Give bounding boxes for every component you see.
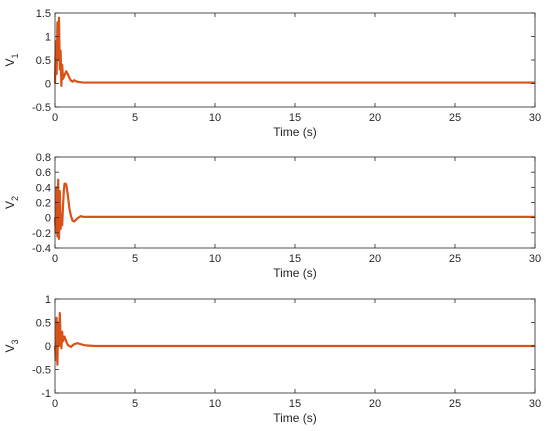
y-axis-label-subscript: 1 <box>10 53 20 58</box>
x-tick-label: 15 <box>289 112 301 124</box>
x-tick-label: 25 <box>449 253 461 265</box>
x-tick-label: 15 <box>289 253 301 265</box>
x-tick-label: 10 <box>209 112 221 124</box>
y-tick-label: 0.5 <box>36 318 51 330</box>
x-tick-label: 10 <box>209 253 221 265</box>
x-axis-label: Time (s) <box>273 266 317 280</box>
y-tick-label: 0 <box>45 79 51 91</box>
x-tick-label: 30 <box>529 253 541 265</box>
y-tick-label: 1 <box>45 32 51 44</box>
x-tick-label: 10 <box>209 398 221 410</box>
x-tick-label: 5 <box>132 253 138 265</box>
y-axis-label-main: V <box>3 201 17 209</box>
axes-box <box>54 156 536 249</box>
y-tick-label: 1.5 <box>36 8 51 20</box>
x-tick-label: 25 <box>449 112 461 124</box>
x-tick-label: 20 <box>369 253 381 265</box>
y-tick-label: 0 <box>45 213 51 225</box>
y-tick-label: -0.5 <box>32 102 51 114</box>
series-line <box>53 178 535 240</box>
x-tick-label: 30 <box>529 112 541 124</box>
x-tick-label: 30 <box>529 398 541 410</box>
y-tick-label: -1 <box>41 388 51 400</box>
y-axis-label: V2 <box>3 196 20 209</box>
y-axis-label-subscript: 2 <box>10 196 20 201</box>
axes-box <box>54 12 536 108</box>
subplot-v2: 0 5 10 15 20 25 30 -0.4 -0.2 0 0.2 0.4 0.6 0.8 Time (s… <box>3 152 541 280</box>
x-tick-label: 0 <box>52 112 58 124</box>
y-tick-label: 0 <box>45 341 51 353</box>
y-tick-label: -0.2 <box>32 228 51 240</box>
y-tick-label: 1 <box>45 294 51 306</box>
x-tick-label: 0 <box>52 253 58 265</box>
x-tick-label: 20 <box>369 398 381 410</box>
y-tick-label: 0.6 <box>36 167 51 179</box>
y-tick-label: -0.4 <box>32 243 51 255</box>
y-tick-label: -0.5 <box>32 365 51 377</box>
subplot-v3: 0 5 10 15 20 25 30 -1 -0.5 0 0.5 1 Time (s) V3 <box>3 294 541 425</box>
y-tick-label: 0.2 <box>36 198 51 210</box>
x-tick-label: 25 <box>449 398 461 410</box>
x-tick-label: 0 <box>52 398 58 410</box>
x-axis-label: Time (s) <box>273 411 317 425</box>
x-tick-label: 5 <box>132 112 138 124</box>
x-axis-label: Time (s) <box>273 125 317 139</box>
y-axis-label: V3 <box>3 339 20 352</box>
y-tick-label: 0.5 <box>36 55 51 67</box>
x-tick-label: 5 <box>132 398 138 410</box>
y-axis-label-main: V <box>3 345 17 353</box>
series-line <box>53 16 535 87</box>
y-axis-label-main: V <box>3 59 17 67</box>
y-axis-label: V1 <box>3 53 20 66</box>
x-tick-label: 15 <box>289 398 301 410</box>
x-tick-label: 20 <box>369 112 381 124</box>
y-axis-label-subscript: 3 <box>10 339 20 344</box>
series-line <box>53 312 535 366</box>
y-tick-label: 0.8 <box>36 152 51 164</box>
y-tick-label: 0.4 <box>36 182 51 194</box>
